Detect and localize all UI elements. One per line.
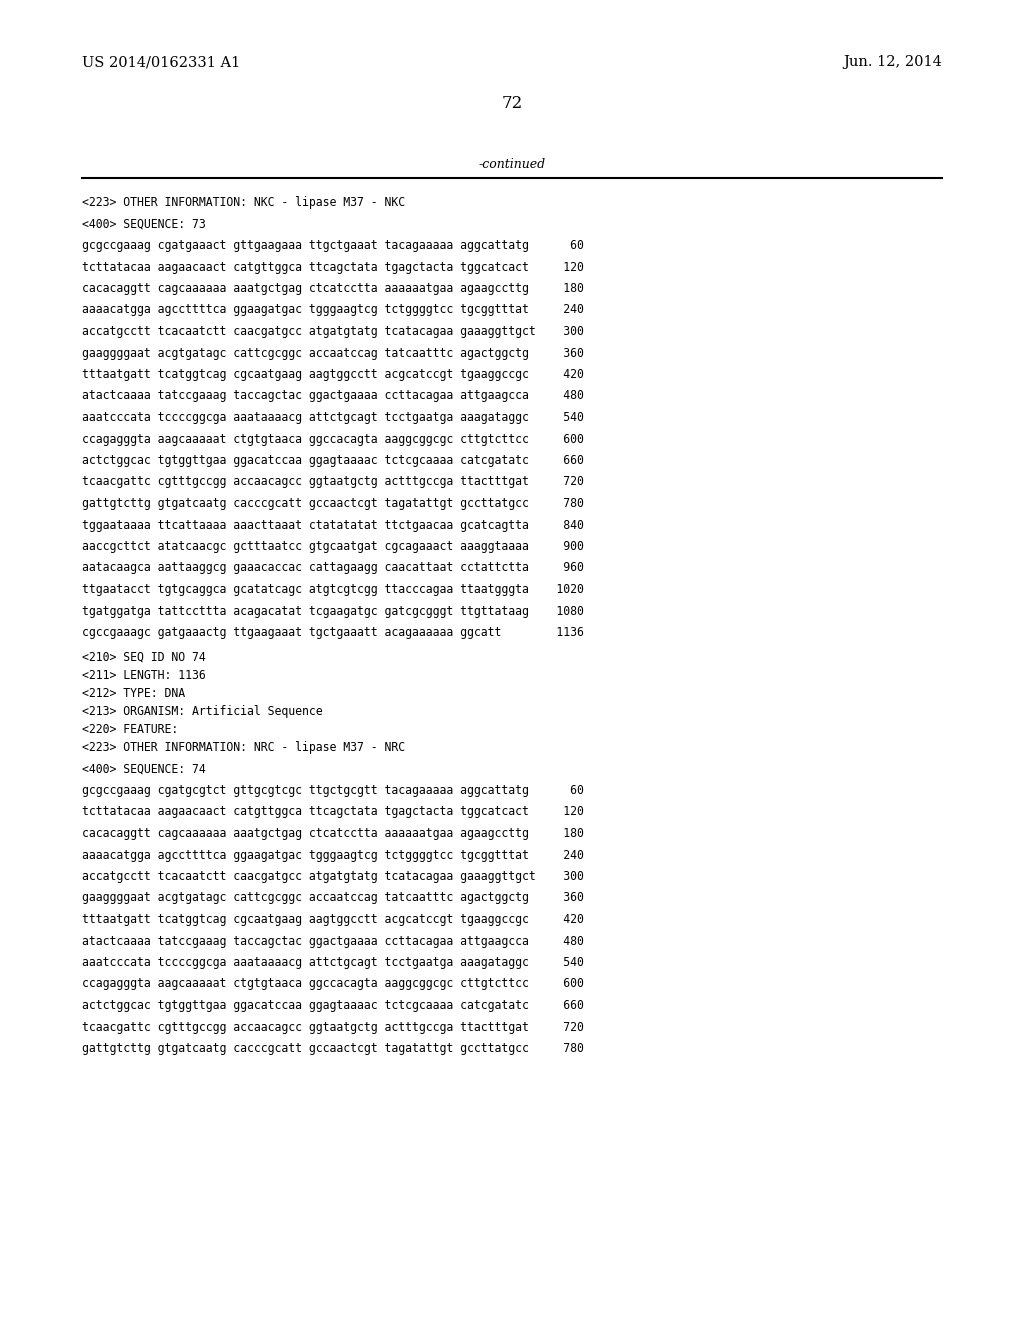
Text: tcaacgattc cgtttgccgg accaacagcc ggtaatgctg actttgccga ttactttgat     720: tcaacgattc cgtttgccgg accaacagcc ggtaatg… <box>82 475 584 488</box>
Text: cacacaggtt cagcaaaaaa aaatgctgag ctcatcctta aaaaaatgaa agaagccttg     180: cacacaggtt cagcaaaaaa aaatgctgag ctcatcc… <box>82 282 584 294</box>
Text: aaaacatgga agccttttca ggaagatgac tgggaagtcg tctggggtcc tgcggtttat     240: aaaacatgga agccttttca ggaagatgac tgggaag… <box>82 304 584 317</box>
Text: tttaatgatt tcatggtcag cgcaatgaag aagtggcctt acgcatccgt tgaaggccgc     420: tttaatgatt tcatggtcag cgcaatgaag aagtggc… <box>82 913 584 927</box>
Text: <223> OTHER INFORMATION: NKC - lipase M37 - NKC: <223> OTHER INFORMATION: NKC - lipase M3… <box>82 195 406 209</box>
Text: <220> FEATURE:: <220> FEATURE: <box>82 723 178 737</box>
Text: accatgcctt tcacaatctt caacgatgcc atgatgtatg tcatacagaa gaaaggttgct    300: accatgcctt tcacaatctt caacgatgcc atgatgt… <box>82 870 584 883</box>
Text: tcttatacaa aagaacaact catgttggca ttcagctata tgagctacta tggcatcact     120: tcttatacaa aagaacaact catgttggca ttcagct… <box>82 260 584 273</box>
Text: gcgccgaaag cgatgcgtct gttgcgtcgc ttgctgcgtt tacagaaaaa aggcattatg      60: gcgccgaaag cgatgcgtct gttgcgtcgc ttgctgc… <box>82 784 584 797</box>
Text: tcaacgattc cgtttgccgg accaacagcc ggtaatgctg actttgccga ttactttgat     720: tcaacgattc cgtttgccgg accaacagcc ggtaatg… <box>82 1020 584 1034</box>
Text: aatacaagca aattaaggcg gaaacaccac cattagaagg caacattaat cctattctta     960: aatacaagca aattaaggcg gaaacaccac cattaga… <box>82 561 584 574</box>
Text: <213> ORGANISM: Artificial Sequence: <213> ORGANISM: Artificial Sequence <box>82 705 323 718</box>
Text: actctggcac tgtggttgaa ggacatccaa ggagtaaaac tctcgcaaaa catcgatatc     660: actctggcac tgtggttgaa ggacatccaa ggagtaa… <box>82 999 584 1012</box>
Text: Jun. 12, 2014: Jun. 12, 2014 <box>843 55 942 69</box>
Text: <223> OTHER INFORMATION: NRC - lipase M37 - NRC: <223> OTHER INFORMATION: NRC - lipase M3… <box>82 741 406 754</box>
Text: actctggcac tgtggttgaa ggacatccaa ggagtaaaac tctcgcaaaa catcgatatc     660: actctggcac tgtggttgaa ggacatccaa ggagtaa… <box>82 454 584 467</box>
Text: gcgccgaaag cgatgaaact gttgaagaaa ttgctgaaat tacagaaaaa aggcattatg      60: gcgccgaaag cgatgaaact gttgaagaaa ttgctga… <box>82 239 584 252</box>
Text: aaatcccata tccccggcga aaataaaacg attctgcagt tcctgaatga aaagataggc     540: aaatcccata tccccggcga aaataaaacg attctgc… <box>82 411 584 424</box>
Text: -continued: -continued <box>478 158 546 172</box>
Text: gattgtcttg gtgatcaatg cacccgcatt gccaactcgt tagatattgt gccttatgcc     780: gattgtcttg gtgatcaatg cacccgcatt gccaact… <box>82 1041 584 1055</box>
Text: ccagagggta aagcaaaaat ctgtgtaaca ggccacagta aaggcggcgc cttgtcttcc     600: ccagagggta aagcaaaaat ctgtgtaaca ggccaca… <box>82 433 584 446</box>
Text: gaaggggaat acgtgatagc cattcgcggc accaatccag tatcaatttc agactggctg     360: gaaggggaat acgtgatagc cattcgcggc accaatc… <box>82 346 584 359</box>
Text: cacacaggtt cagcaaaaaa aaatgctgag ctcatcctta aaaaaatgaa agaagccttg     180: cacacaggtt cagcaaaaaa aaatgctgag ctcatcc… <box>82 828 584 840</box>
Text: <212> TYPE: DNA: <212> TYPE: DNA <box>82 686 185 700</box>
Text: ttgaatacct tgtgcaggca gcatatcagc atgtcgtcgg ttacccagaa ttaatgggta    1020: ttgaatacct tgtgcaggca gcatatcagc atgtcgt… <box>82 583 584 597</box>
Text: gattgtcttg gtgatcaatg cacccgcatt gccaactcgt tagatattgt gccttatgcc     780: gattgtcttg gtgatcaatg cacccgcatt gccaact… <box>82 498 584 510</box>
Text: accatgcctt tcacaatctt caacgatgcc atgatgtatg tcatacagaa gaaaggttgct    300: accatgcctt tcacaatctt caacgatgcc atgatgt… <box>82 325 584 338</box>
Text: tgatggatga tattccttta acagacatat tcgaagatgc gatcgcgggt ttgttataag    1080: tgatggatga tattccttta acagacatat tcgaaga… <box>82 605 584 618</box>
Text: cgccgaaagc gatgaaactg ttgaagaaat tgctgaaatt acagaaaaaa ggcatt        1136: cgccgaaagc gatgaaactg ttgaagaaat tgctgaa… <box>82 626 584 639</box>
Text: aaaacatgga agccttttca ggaagatgac tgggaagtcg tctggggtcc tgcggtttat     240: aaaacatgga agccttttca ggaagatgac tgggaag… <box>82 849 584 862</box>
Text: <210> SEQ ID NO 74: <210> SEQ ID NO 74 <box>82 651 206 664</box>
Text: atactcaaaa tatccgaaag taccagctac ggactgaaaa ccttacagaa attgaagcca     480: atactcaaaa tatccgaaag taccagctac ggactga… <box>82 935 584 948</box>
Text: tttaatgatt tcatggtcag cgcaatgaag aagtggcctt acgcatccgt tgaaggccgc     420: tttaatgatt tcatggtcag cgcaatgaag aagtggc… <box>82 368 584 381</box>
Text: <400> SEQUENCE: 73: <400> SEQUENCE: 73 <box>82 218 206 231</box>
Text: tcttatacaa aagaacaact catgttggca ttcagctata tgagctacta tggcatcact     120: tcttatacaa aagaacaact catgttggca ttcagct… <box>82 805 584 818</box>
Text: ccagagggta aagcaaaaat ctgtgtaaca ggccacagta aaggcggcgc cttgtcttcc     600: ccagagggta aagcaaaaat ctgtgtaaca ggccaca… <box>82 978 584 990</box>
Text: 72: 72 <box>502 95 522 112</box>
Text: tggaataaaa ttcattaaaa aaacttaaat ctatatatat ttctgaacaa gcatcagtta     840: tggaataaaa ttcattaaaa aaacttaaat ctatata… <box>82 519 584 532</box>
Text: aaatcccata tccccggcga aaataaaacg attctgcagt tcctgaatga aaagataggc     540: aaatcccata tccccggcga aaataaaacg attctgc… <box>82 956 584 969</box>
Text: atactcaaaa tatccgaaag taccagctac ggactgaaaa ccttacagaa attgaagcca     480: atactcaaaa tatccgaaag taccagctac ggactga… <box>82 389 584 403</box>
Text: <400> SEQUENCE: 74: <400> SEQUENCE: 74 <box>82 763 206 776</box>
Text: aaccgcttct atatcaacgc gctttaatcc gtgcaatgat cgcagaaact aaaggtaaaa     900: aaccgcttct atatcaacgc gctttaatcc gtgcaat… <box>82 540 584 553</box>
Text: gaaggggaat acgtgatagc cattcgcggc accaatccag tatcaatttc agactggctg     360: gaaggggaat acgtgatagc cattcgcggc accaatc… <box>82 891 584 904</box>
Text: <211> LENGTH: 1136: <211> LENGTH: 1136 <box>82 669 206 682</box>
Text: US 2014/0162331 A1: US 2014/0162331 A1 <box>82 55 241 69</box>
